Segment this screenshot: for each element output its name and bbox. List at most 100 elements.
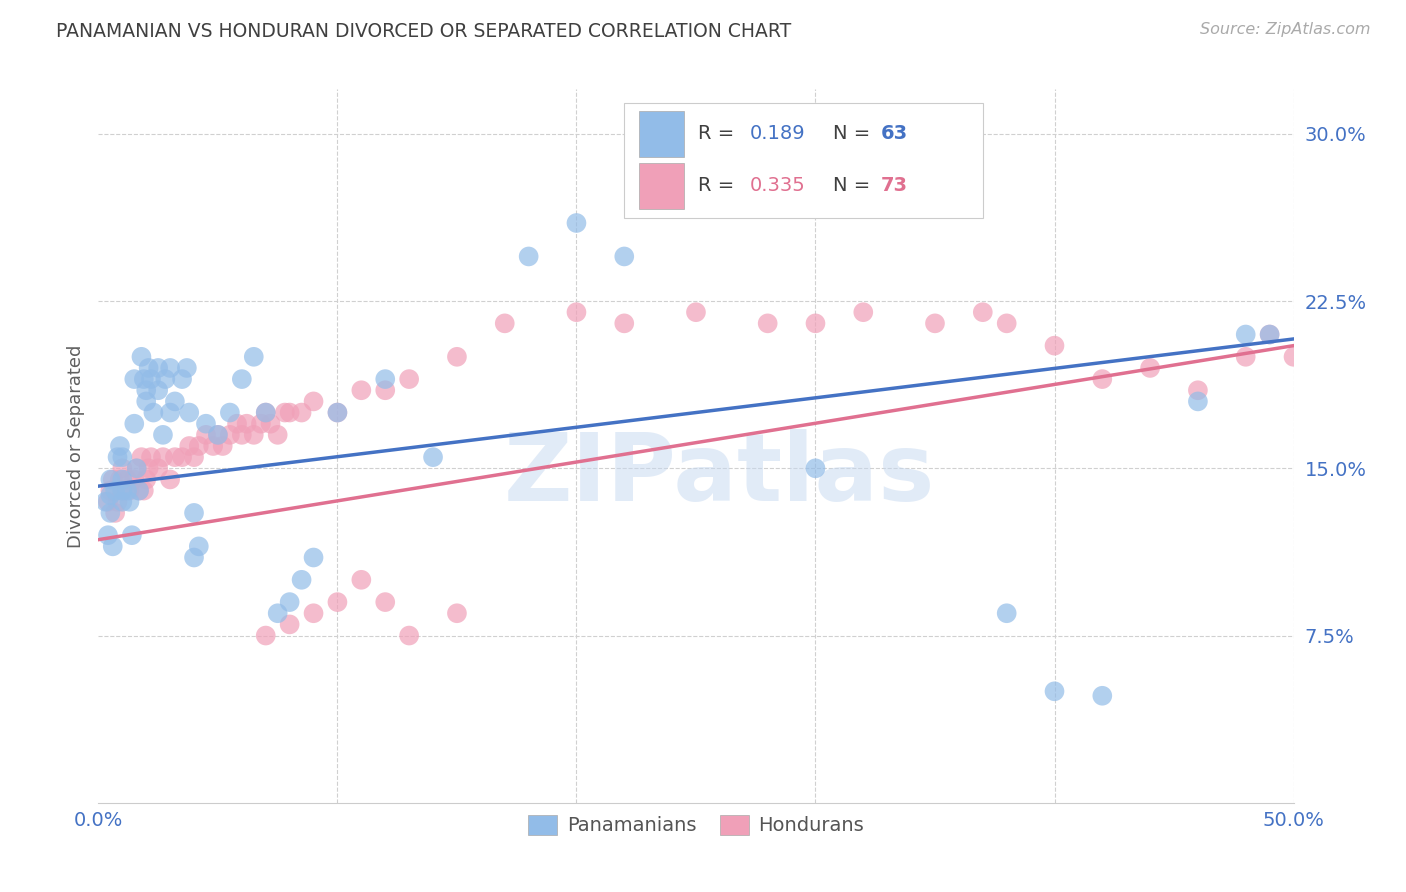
Point <box>131 350 153 364</box>
Point <box>565 305 588 319</box>
Point <box>231 372 253 386</box>
Text: N =: N = <box>834 124 877 143</box>
Point <box>179 405 201 419</box>
Point <box>111 494 134 508</box>
Point <box>219 405 242 419</box>
Point <box>104 483 127 498</box>
Point <box>1258 327 1281 342</box>
Text: R =: R = <box>699 124 741 143</box>
Point <box>398 372 420 386</box>
Point <box>267 607 290 621</box>
Point <box>124 417 146 431</box>
Point <box>274 405 297 419</box>
Point <box>350 384 373 398</box>
Point <box>187 539 209 553</box>
Point <box>115 473 138 487</box>
Point <box>111 473 134 487</box>
Point <box>148 461 170 475</box>
Point <box>374 595 396 609</box>
Point <box>104 506 127 520</box>
Point <box>1043 684 1066 698</box>
Point <box>132 483 155 498</box>
Point <box>138 461 160 475</box>
Point <box>1091 689 1114 703</box>
Point <box>374 372 396 386</box>
Point <box>254 405 277 419</box>
Point <box>326 405 349 419</box>
Point <box>685 305 707 319</box>
Point <box>302 550 325 565</box>
Point <box>139 372 162 386</box>
FancyBboxPatch shape <box>638 111 685 157</box>
Point <box>226 417 249 431</box>
Text: 63: 63 <box>882 124 908 143</box>
Point <box>108 473 131 487</box>
Point <box>179 439 201 453</box>
Point <box>1282 350 1305 364</box>
Point <box>135 384 157 398</box>
Point <box>97 494 120 508</box>
Point <box>128 483 150 498</box>
Point <box>1091 372 1114 386</box>
Point <box>278 405 301 419</box>
Point <box>207 427 229 442</box>
Point <box>219 427 242 442</box>
Point <box>107 494 129 508</box>
FancyBboxPatch shape <box>624 103 983 218</box>
Point <box>565 216 588 230</box>
Point <box>131 450 153 464</box>
Point <box>107 450 129 464</box>
Point <box>195 427 218 442</box>
Point <box>398 628 420 642</box>
Point <box>176 360 198 375</box>
Text: PANAMANIAN VS HONDURAN DIVORCED OR SEPARATED CORRELATION CHART: PANAMANIAN VS HONDURAN DIVORCED OR SEPAR… <box>56 22 792 41</box>
Point <box>250 417 273 431</box>
Point <box>94 494 117 508</box>
FancyBboxPatch shape <box>638 162 685 209</box>
Point <box>183 506 205 520</box>
Point <box>121 528 143 542</box>
Point <box>98 473 122 487</box>
Point <box>125 461 148 475</box>
Point <box>148 360 170 375</box>
Point <box>804 316 827 330</box>
Point <box>1234 327 1257 342</box>
Point <box>756 316 779 330</box>
Point <box>278 617 301 632</box>
Point <box>142 405 165 419</box>
Point <box>159 473 181 487</box>
Point <box>446 607 468 621</box>
Point <box>115 483 138 498</box>
Point <box>291 405 314 419</box>
Point <box>1234 350 1257 364</box>
Point <box>172 372 194 386</box>
Point <box>350 573 373 587</box>
Point <box>172 450 194 464</box>
Point <box>163 394 186 409</box>
Point <box>124 372 146 386</box>
Point <box>278 595 301 609</box>
Point <box>613 316 636 330</box>
Point <box>111 450 134 464</box>
Text: ZIPatlas: ZIPatlas <box>505 428 935 521</box>
Point <box>243 427 266 442</box>
Point <box>291 573 314 587</box>
Point <box>1187 384 1209 398</box>
Point <box>374 384 396 398</box>
Point <box>326 405 349 419</box>
Point <box>235 417 257 431</box>
Point <box>135 394 157 409</box>
Point <box>125 461 148 475</box>
Point <box>183 450 205 464</box>
Point <box>259 417 281 431</box>
Point <box>202 439 225 453</box>
Point <box>132 372 155 386</box>
Point <box>111 483 134 498</box>
Point <box>118 483 141 498</box>
Point <box>1258 327 1281 342</box>
Point <box>155 372 177 386</box>
Point <box>101 473 124 487</box>
Point <box>494 316 516 330</box>
Point <box>135 473 157 487</box>
Point <box>148 384 170 398</box>
